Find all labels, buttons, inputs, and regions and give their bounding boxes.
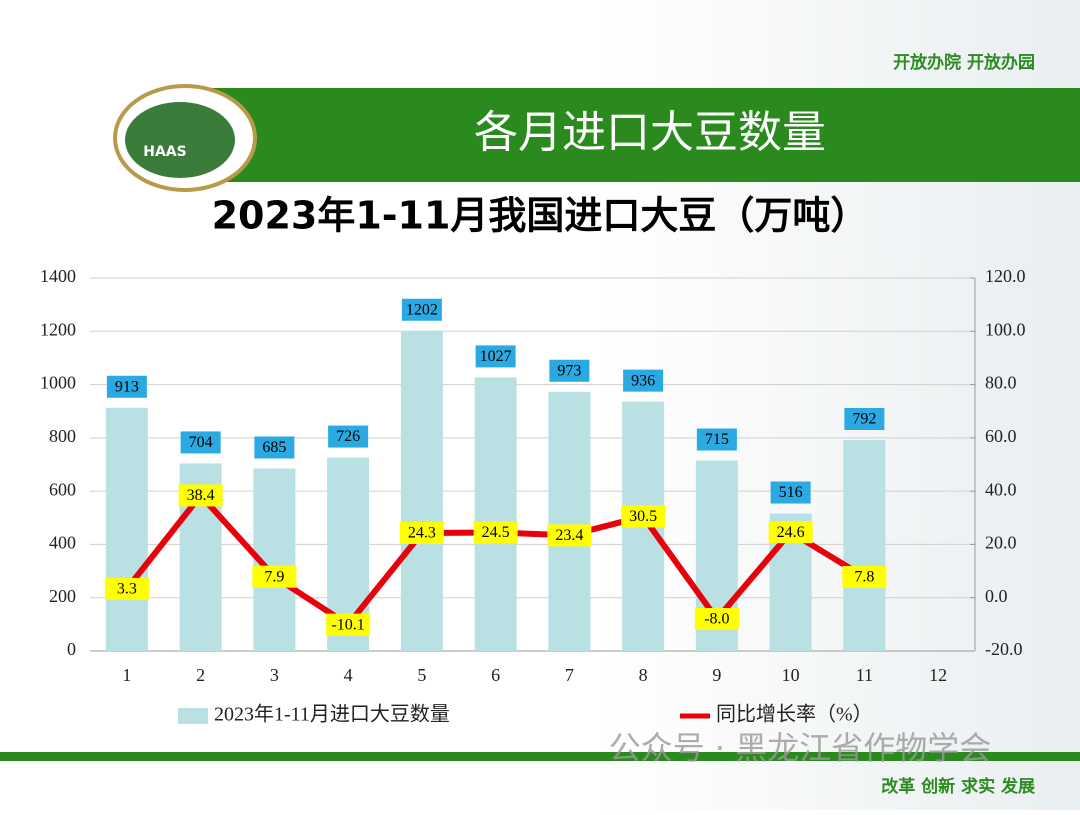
line-label: 24.5 xyxy=(482,524,510,541)
watermark: 公众号 · 黑龙江省作物学会 xyxy=(609,729,992,767)
x-tick-label: 7 xyxy=(565,665,574,685)
chart-title: 2023年1-11月我国进口大豆（万吨） xyxy=(212,194,869,238)
header-title: 各月进口大豆数量 xyxy=(474,107,826,158)
x-tick-label: 10 xyxy=(782,665,800,685)
line-label: 7.8 xyxy=(854,569,874,586)
slogan-bottom: 改革 创新 求实 发展 xyxy=(881,776,1035,797)
y2-tick-label: 40.0 xyxy=(985,479,1017,499)
line-label: 3.3 xyxy=(117,581,137,598)
legend-swatch xyxy=(178,708,208,724)
line-label: -8.0 xyxy=(704,611,729,628)
y-tick-label: 800 xyxy=(49,426,76,446)
header-band xyxy=(190,88,1080,182)
line-label-box xyxy=(621,505,666,528)
bar-label: 936 xyxy=(631,372,655,389)
bar-label-box xyxy=(401,298,442,321)
x-tick-label: 5 xyxy=(417,665,426,685)
bar-label: 704 xyxy=(189,434,213,451)
y2-tick-label: 80.0 xyxy=(985,373,1017,393)
x-tick-label: 9 xyxy=(712,665,721,685)
bar-label-box xyxy=(475,345,516,368)
y-tick-label: 200 xyxy=(49,586,76,606)
bar-label: 715 xyxy=(705,431,729,448)
bar-label: 726 xyxy=(336,428,360,445)
line-label: 24.6 xyxy=(777,524,805,541)
line-label-box xyxy=(473,521,518,544)
x-tick-label: 1 xyxy=(122,665,131,685)
y-tick-label: 1000 xyxy=(40,373,76,393)
logo-inner xyxy=(125,102,235,178)
bar xyxy=(474,377,517,651)
line-label: 7.9 xyxy=(264,568,284,585)
legend-label: 同比增长率（%） xyxy=(716,703,873,726)
legend-label: 2023年1-11月进口大豆数量 xyxy=(214,703,450,726)
y-tick-label: 0 xyxy=(67,639,76,659)
bar-label-box xyxy=(770,481,811,504)
bar-label: 1027 xyxy=(480,348,512,365)
line-label-box xyxy=(547,524,592,547)
bar-label: 685 xyxy=(262,439,286,456)
y-tick-label: 1200 xyxy=(40,319,76,339)
y2-tick-label: 60.0 xyxy=(985,426,1017,446)
bar-label-box xyxy=(106,375,147,398)
y-tick-label: 400 xyxy=(49,533,76,553)
bar-label-box xyxy=(549,359,590,382)
x-tick-label: 4 xyxy=(344,665,353,685)
line-label-box xyxy=(252,565,297,588)
x-tick-label: 12 xyxy=(929,665,947,685)
line-label-box xyxy=(694,608,739,631)
x-tick-label: 8 xyxy=(639,665,648,685)
line-label: 30.5 xyxy=(629,508,657,525)
y2-tick-label: 20.0 xyxy=(985,533,1017,553)
line-label: 23.4 xyxy=(555,527,583,544)
bar-label-box xyxy=(328,425,369,448)
line-label-box xyxy=(399,521,444,544)
bar xyxy=(105,407,148,651)
bar xyxy=(843,439,886,651)
bar-label-box xyxy=(844,407,885,430)
line-label-box xyxy=(842,565,887,588)
slogan-top: 开放办院 开放办园 xyxy=(893,52,1035,73)
bar-label: 1202 xyxy=(406,301,438,318)
bar xyxy=(548,391,591,651)
y2-tick-label: 0.0 xyxy=(985,586,1008,606)
line-label: -10.1 xyxy=(331,616,364,633)
x-tick-label: 3 xyxy=(270,665,279,685)
bar-label-box xyxy=(696,428,737,451)
y-tick-label: 600 xyxy=(49,479,76,499)
y2-tick-label: -20.0 xyxy=(985,639,1023,659)
bar-label: 973 xyxy=(557,362,581,379)
logo-text: HAAS xyxy=(143,144,186,160)
bar-label-box xyxy=(180,431,221,454)
bar-label: 792 xyxy=(852,411,876,428)
line-label-box xyxy=(326,613,371,636)
bar-label: 913 xyxy=(115,378,139,395)
line-label-box xyxy=(768,521,813,544)
bar-label-box xyxy=(254,436,295,459)
y2-tick-label: 120.0 xyxy=(985,266,1026,286)
bottom-stripe xyxy=(0,752,1080,761)
x-tick-label: 2 xyxy=(196,665,205,685)
x-tick-label: 6 xyxy=(491,665,500,685)
x-tick-label: 11 xyxy=(856,665,873,685)
line-label-box xyxy=(104,577,149,600)
bar-label-box xyxy=(623,369,664,392)
line-label: 38.4 xyxy=(187,487,215,504)
y-tick-label: 1400 xyxy=(40,266,76,286)
y2-tick-label: 100.0 xyxy=(985,319,1026,339)
line-label: 24.3 xyxy=(408,525,436,542)
bar xyxy=(400,330,443,651)
bar-label: 516 xyxy=(779,484,803,501)
line-label-box xyxy=(178,484,223,507)
